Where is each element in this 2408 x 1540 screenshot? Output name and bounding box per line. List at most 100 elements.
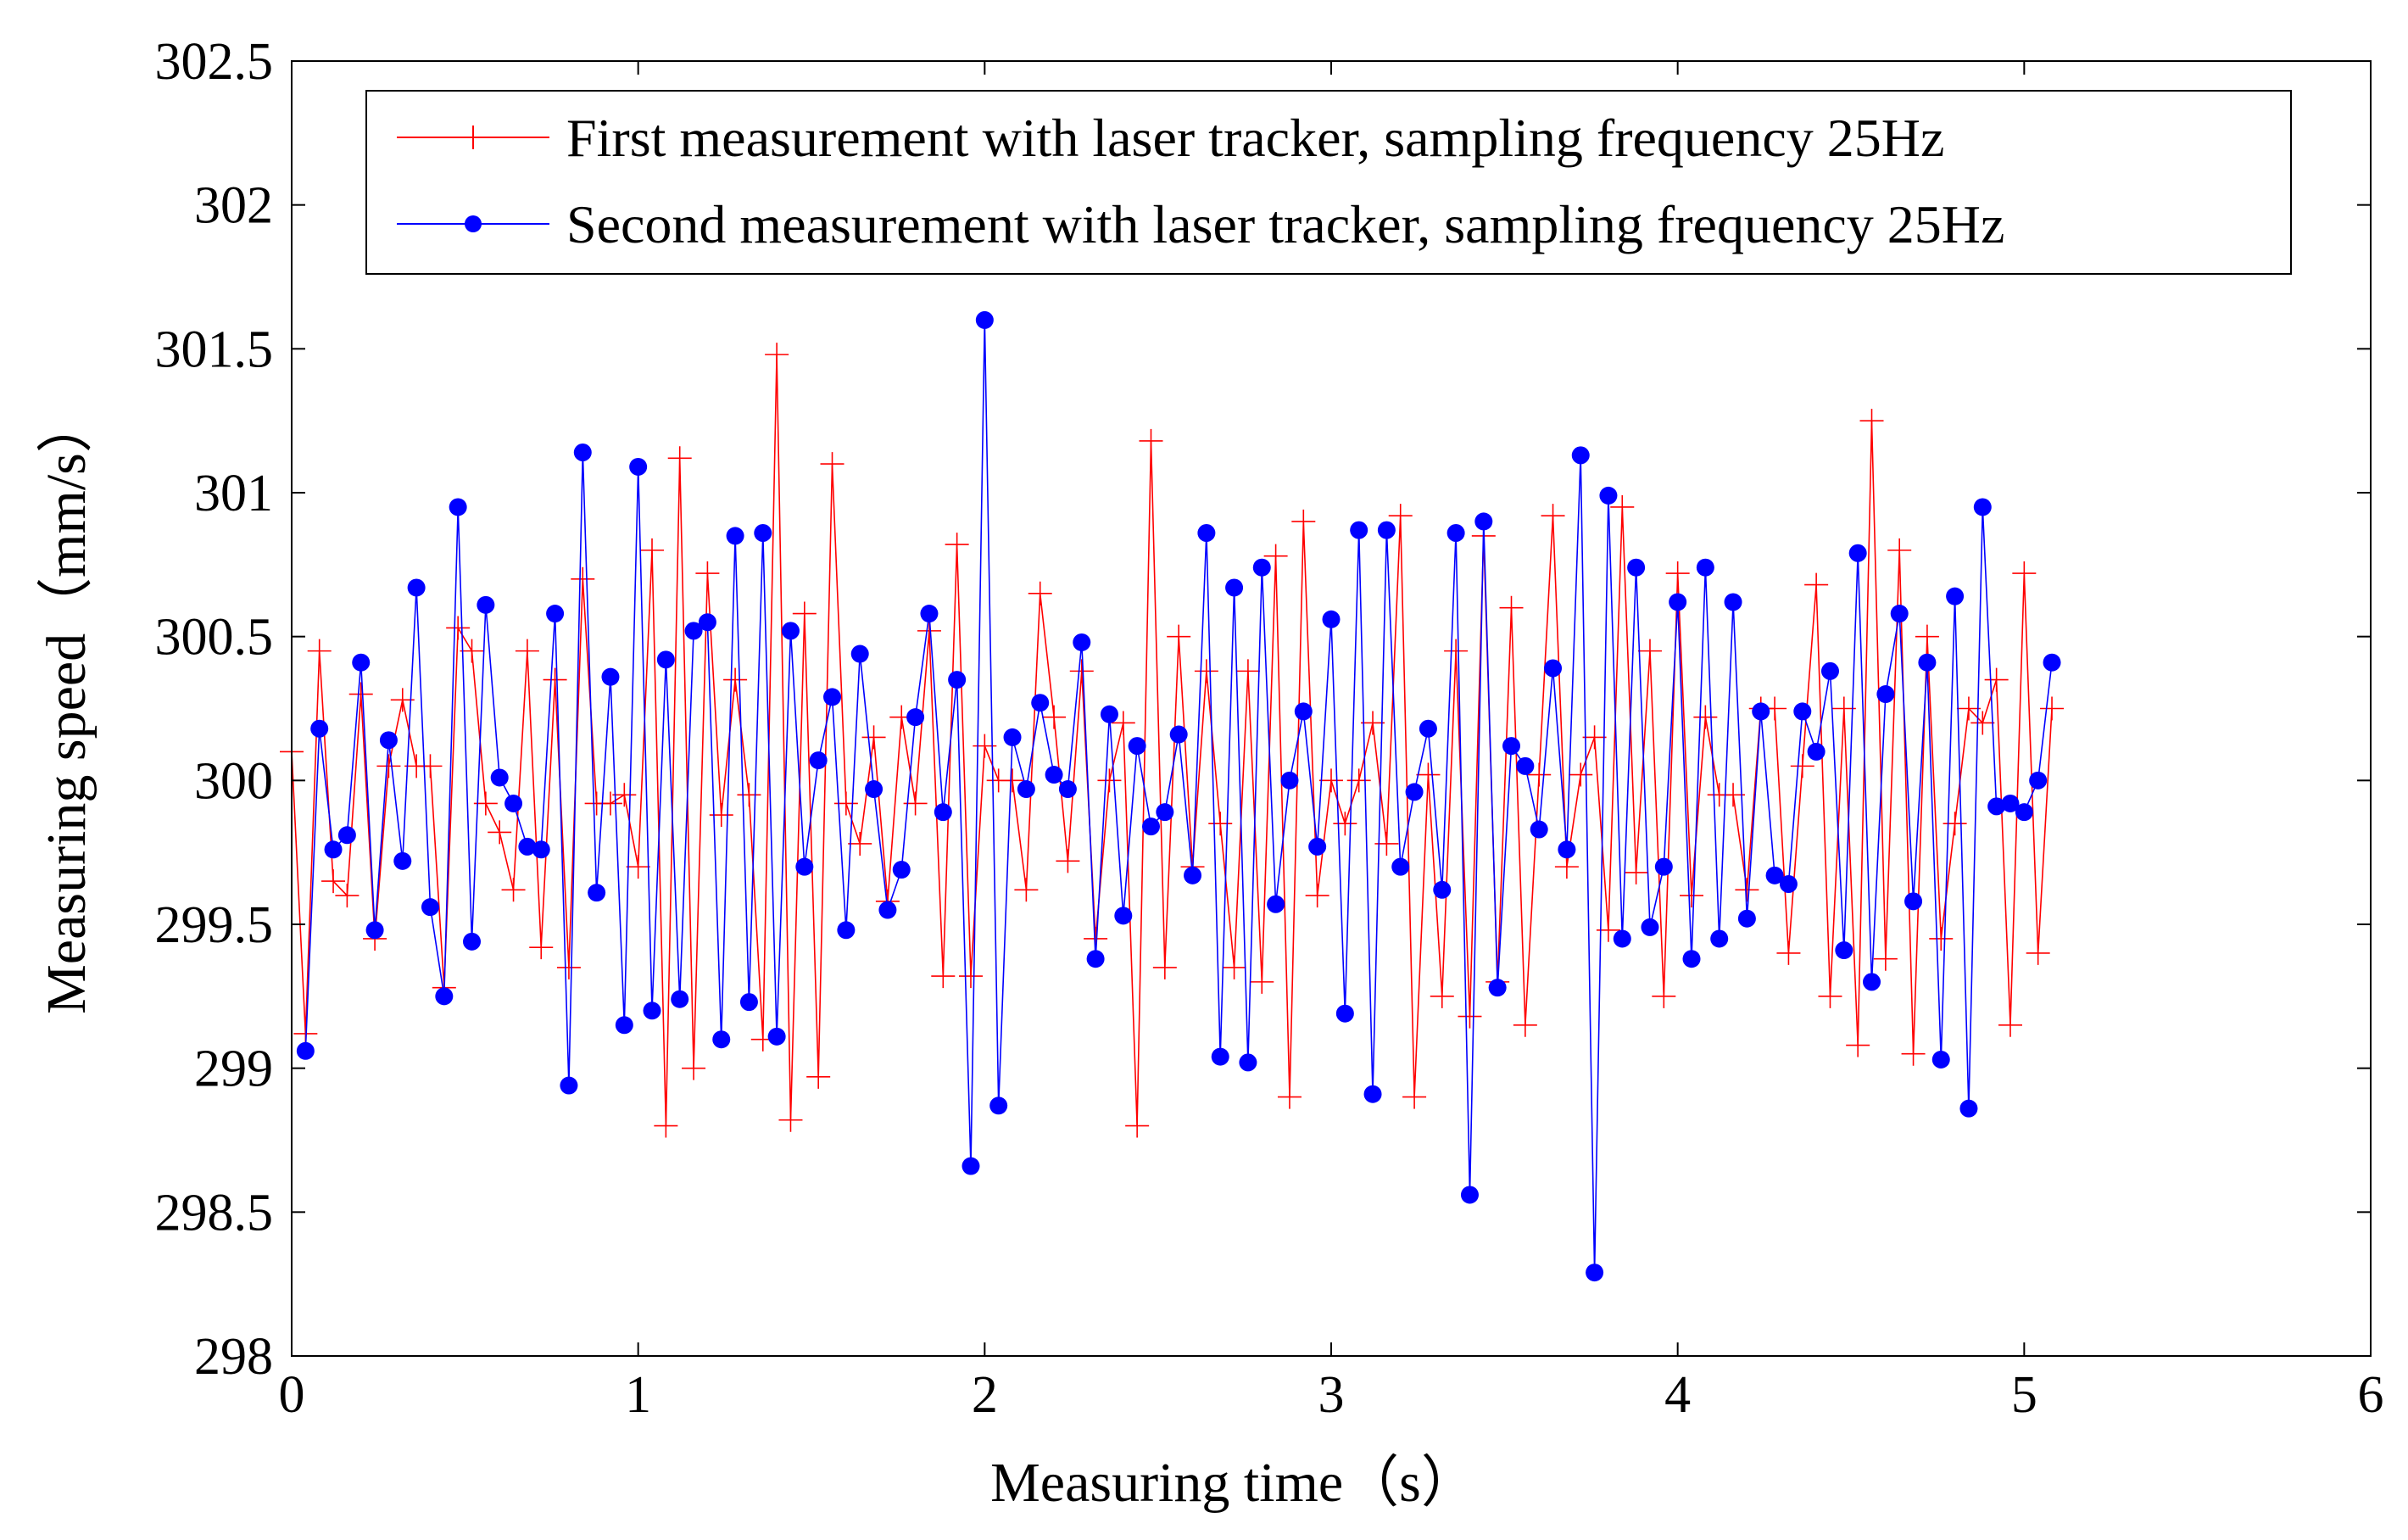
series-layer	[280, 310, 2065, 1282]
series-1-point	[1582, 725, 1607, 750]
series-2-point	[1446, 524, 1465, 543]
x-axis-label: Measuring time（s）	[990, 1452, 1477, 1514]
series-2-point	[1530, 820, 1548, 839]
series-1-point	[1125, 1113, 1150, 1138]
series-2-point	[573, 443, 592, 461]
series-2-point	[739, 993, 758, 1012]
series-2-point	[2043, 653, 2061, 672]
series-1-point	[543, 667, 567, 692]
series-2-point	[1737, 909, 1756, 928]
series-2-point	[1820, 661, 1839, 680]
series-1-point	[1416, 762, 1441, 787]
legend-series1-marker	[461, 126, 485, 149]
series-1-point	[460, 639, 484, 663]
series-1-point	[1513, 1013, 1537, 1037]
series-1-point	[2012, 561, 2037, 586]
series-1-point	[1929, 926, 1954, 951]
series-1-point	[723, 667, 748, 692]
y-tick-label: 299	[194, 1041, 273, 1098]
series-2-point	[1835, 941, 1853, 960]
series-1-point	[1804, 572, 1829, 597]
series-1-point	[1901, 1041, 1926, 1066]
series-1-point	[778, 1108, 803, 1132]
series-1-point	[321, 869, 346, 894]
series-2-point	[1946, 587, 1965, 605]
tick-layer: 0 1 2 3 4 5 6 298 298.5 299 299.5 300 300.5 301 301.5 3…	[155, 33, 2384, 1424]
x-tick-label: 1	[625, 1366, 651, 1424]
series-2-point	[435, 987, 454, 1006]
series-2-point	[379, 731, 398, 750]
series-1-point	[1458, 1004, 1482, 1029]
series-2-point	[1641, 918, 1659, 936]
series-1-point	[307, 639, 332, 663]
series-2-point	[324, 840, 343, 859]
series-2-point	[1779, 874, 1798, 893]
series-1-point	[1388, 504, 1413, 528]
series-1-point	[1014, 878, 1039, 902]
series-2-point	[1086, 950, 1105, 968]
series-1-point	[571, 566, 595, 591]
series-2-point	[1405, 783, 1424, 801]
series-1-point	[737, 783, 761, 807]
series-1-point	[958, 964, 983, 989]
series-2-point	[809, 751, 828, 770]
series-1-point	[1222, 955, 1246, 979]
series-2-point	[1045, 766, 1063, 784]
series-1-point	[667, 446, 692, 471]
series-1-point	[1624, 860, 1648, 884]
series-1-point	[1790, 754, 1814, 778]
series-1-point	[612, 783, 637, 807]
series-2-point	[352, 653, 371, 672]
series-2-point	[421, 898, 439, 917]
series-2-point	[1211, 1047, 1229, 1066]
series-2	[296, 310, 2061, 1282]
x-tick-label: 0	[279, 1366, 305, 1424]
series-2-point	[643, 1002, 661, 1020]
series-1-point	[1846, 1033, 1870, 1057]
x-tick-label: 3	[1318, 1366, 1345, 1424]
series-1-point	[682, 1056, 706, 1080]
y-tick-label: 300.5	[155, 609, 274, 667]
series-2-point	[1918, 653, 1937, 672]
series-2-point	[1752, 702, 1770, 721]
series-2-point	[698, 613, 716, 632]
series-1-point	[1970, 711, 1995, 735]
series-1-point	[418, 754, 443, 778]
series-2-point	[1571, 446, 1590, 465]
series-2-point	[532, 840, 550, 859]
series-1-point	[1001, 768, 1025, 793]
series-2-point	[1239, 1053, 1257, 1072]
series-2-point	[726, 527, 744, 545]
series-1-point	[1680, 884, 1704, 908]
series-2-point	[2015, 803, 2033, 822]
series-1-point	[792, 601, 817, 626]
series-1-point	[806, 1064, 831, 1089]
series-2-point	[767, 1027, 786, 1046]
series-1-point	[1069, 659, 1094, 684]
series-1-point	[1167, 624, 1191, 649]
series-1-point	[1735, 878, 1759, 902]
series-2-point	[962, 1157, 980, 1175]
series-1-point	[1998, 1013, 2022, 1037]
x-tick-label: 2	[972, 1366, 998, 1424]
series-2-point	[878, 901, 897, 919]
series-1-point	[1319, 768, 1343, 793]
series-1-point	[529, 935, 554, 960]
series-2-point	[629, 457, 648, 476]
series-2-point	[837, 921, 856, 940]
x-tick-label: 4	[1664, 1366, 1691, 1424]
series-2-point	[546, 605, 565, 623]
series-2-point	[1682, 950, 1701, 968]
legend-series2-label: Second measurement with laser tracker, s…	[566, 194, 2004, 254]
series-2-point	[1391, 857, 1410, 876]
series-2-point	[2029, 771, 2048, 790]
series-2-point	[1252, 558, 1271, 577]
y-tick-label: 302	[194, 177, 273, 235]
series-2-point	[365, 921, 384, 940]
series-2-point	[1724, 593, 1742, 611]
series-1-point	[1250, 969, 1274, 994]
series-2-point	[337, 826, 356, 845]
series-1-point	[335, 884, 360, 908]
series-2-point	[1516, 756, 1535, 775]
series-2-point	[1765, 866, 1784, 884]
